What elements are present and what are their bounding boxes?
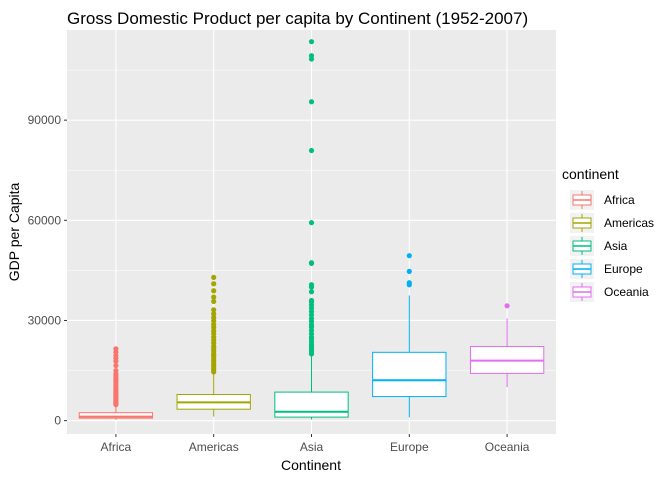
- outlier-point: [308, 53, 315, 59]
- x-tick-label: Oceania: [485, 440, 530, 454]
- outlier-point: [211, 281, 217, 287]
- outlier-point: [406, 253, 412, 259]
- x-axis-title: Continent: [281, 457, 341, 473]
- outlier-point: [308, 260, 315, 266]
- x-tick-label: Americas: [189, 440, 239, 454]
- legend-label: Africa: [604, 193, 635, 207]
- box-africa: [78, 346, 154, 420]
- legend-item-africa: Africa: [570, 190, 635, 210]
- legend-label: Asia: [604, 239, 628, 253]
- outlier-point: [308, 289, 315, 295]
- x-tick-label: Europe: [390, 440, 429, 454]
- outlier-point: [308, 315, 315, 322]
- y-tick-label: 90000: [28, 113, 62, 127]
- y-tick-label: 60000: [28, 213, 62, 227]
- outlier-point: [211, 311, 217, 317]
- box-asia: [274, 39, 349, 420]
- outlier-point: [504, 303, 510, 309]
- outlier-point: [406, 268, 412, 274]
- outlier-point: [113, 362, 119, 369]
- legend-item-asia: Asia: [570, 236, 628, 256]
- outlier-point: [113, 346, 119, 352]
- box-iqr: [274, 391, 349, 418]
- legend-item-europe: Europe: [570, 259, 643, 279]
- outlier-point: [211, 321, 217, 328]
- legend-label: Oceania: [604, 285, 649, 299]
- outlier-point: [113, 367, 119, 374]
- legend-label: Europe: [604, 262, 643, 276]
- outlier-point: [211, 314, 217, 321]
- legend-item-oceania: Oceania: [570, 282, 649, 302]
- outlier-point: [308, 220, 315, 226]
- outlier-point: [211, 294, 217, 300]
- outlier-point: [308, 147, 315, 154]
- y-axis-ticks: 0 30000 60000 90000: [28, 113, 67, 428]
- legend-title: continent: [562, 166, 619, 182]
- box-layer: [78, 39, 545, 420]
- y-axis-title: GDP per Capita: [6, 183, 22, 282]
- x-tick-label: Asia: [300, 440, 324, 454]
- legend-label: Americas: [604, 216, 654, 230]
- box-iqr: [372, 351, 447, 398]
- outlier-point: [211, 298, 217, 305]
- outlier-point: [308, 297, 315, 304]
- outlier-point: [211, 274, 217, 281]
- outlier-point: [406, 280, 412, 286]
- y-tick-label: 30000: [28, 313, 62, 327]
- legend-item-americas: Americas: [570, 213, 654, 233]
- x-axis-ticks: Africa Americas Asia Europe Oceania: [101, 434, 530, 454]
- outlier-point: [308, 282, 315, 288]
- box-europe: [372, 253, 447, 418]
- x-tick-label: Africa: [101, 440, 132, 454]
- box-oceania: [469, 303, 545, 388]
- box-iqr: [78, 412, 154, 419]
- outlier-point: [211, 307, 217, 313]
- y-tick-label: 0: [54, 414, 61, 428]
- outlier-point: [308, 99, 315, 105]
- outlier-point: [211, 288, 217, 294]
- box-americas: [176, 274, 251, 417]
- legend: continent Africa Americas Asia Europe Oceani…: [562, 166, 654, 302]
- chart-title: Gross Domestic Product per capita by Con…: [67, 9, 528, 28]
- outlier-point: [308, 39, 315, 45]
